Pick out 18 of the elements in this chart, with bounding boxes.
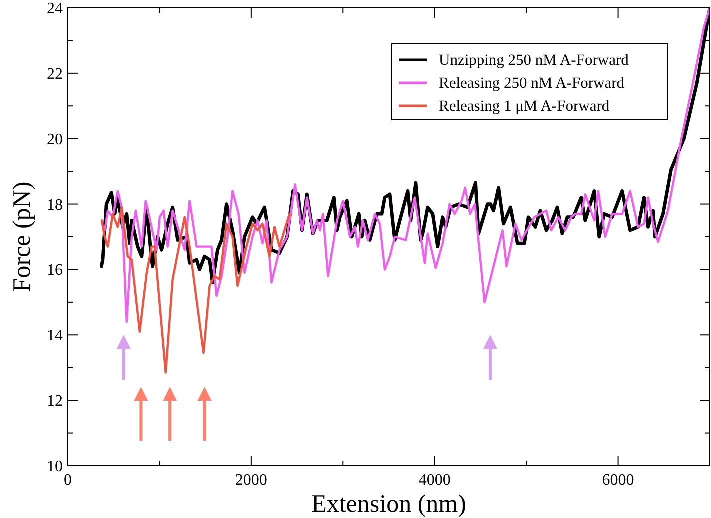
y-tick-label: 16 bbox=[47, 262, 63, 280]
legend-label: Unzipping 250 nM A-Forward bbox=[439, 52, 630, 69]
x-tick-label: 2000 bbox=[235, 472, 268, 489]
y-axis-title: Force (pN) bbox=[9, 182, 36, 292]
y-tick-label: 14 bbox=[47, 328, 63, 345]
legend-label: Releasing 1 μM A-Forward bbox=[439, 98, 610, 115]
x-tick-label: 6000 bbox=[602, 472, 634, 489]
y-tick-label: 20 bbox=[47, 131, 63, 148]
x-tick-label: 4000 bbox=[418, 472, 451, 489]
legend-label: Releasing 250 nM A-Forward bbox=[439, 75, 625, 92]
y-tick-label: 10 bbox=[47, 458, 63, 476]
y-tick-label: 18 bbox=[47, 196, 63, 214]
x-tick-label: 0 bbox=[64, 472, 72, 489]
line-series bbox=[100, 206, 291, 374]
y-tick-label: 22 bbox=[47, 66, 63, 83]
y-tick-label: 24 bbox=[47, 0, 63, 18]
x-axis-title: Extension (nm) bbox=[312, 491, 466, 518]
y-tick-label: 12 bbox=[47, 393, 63, 410]
